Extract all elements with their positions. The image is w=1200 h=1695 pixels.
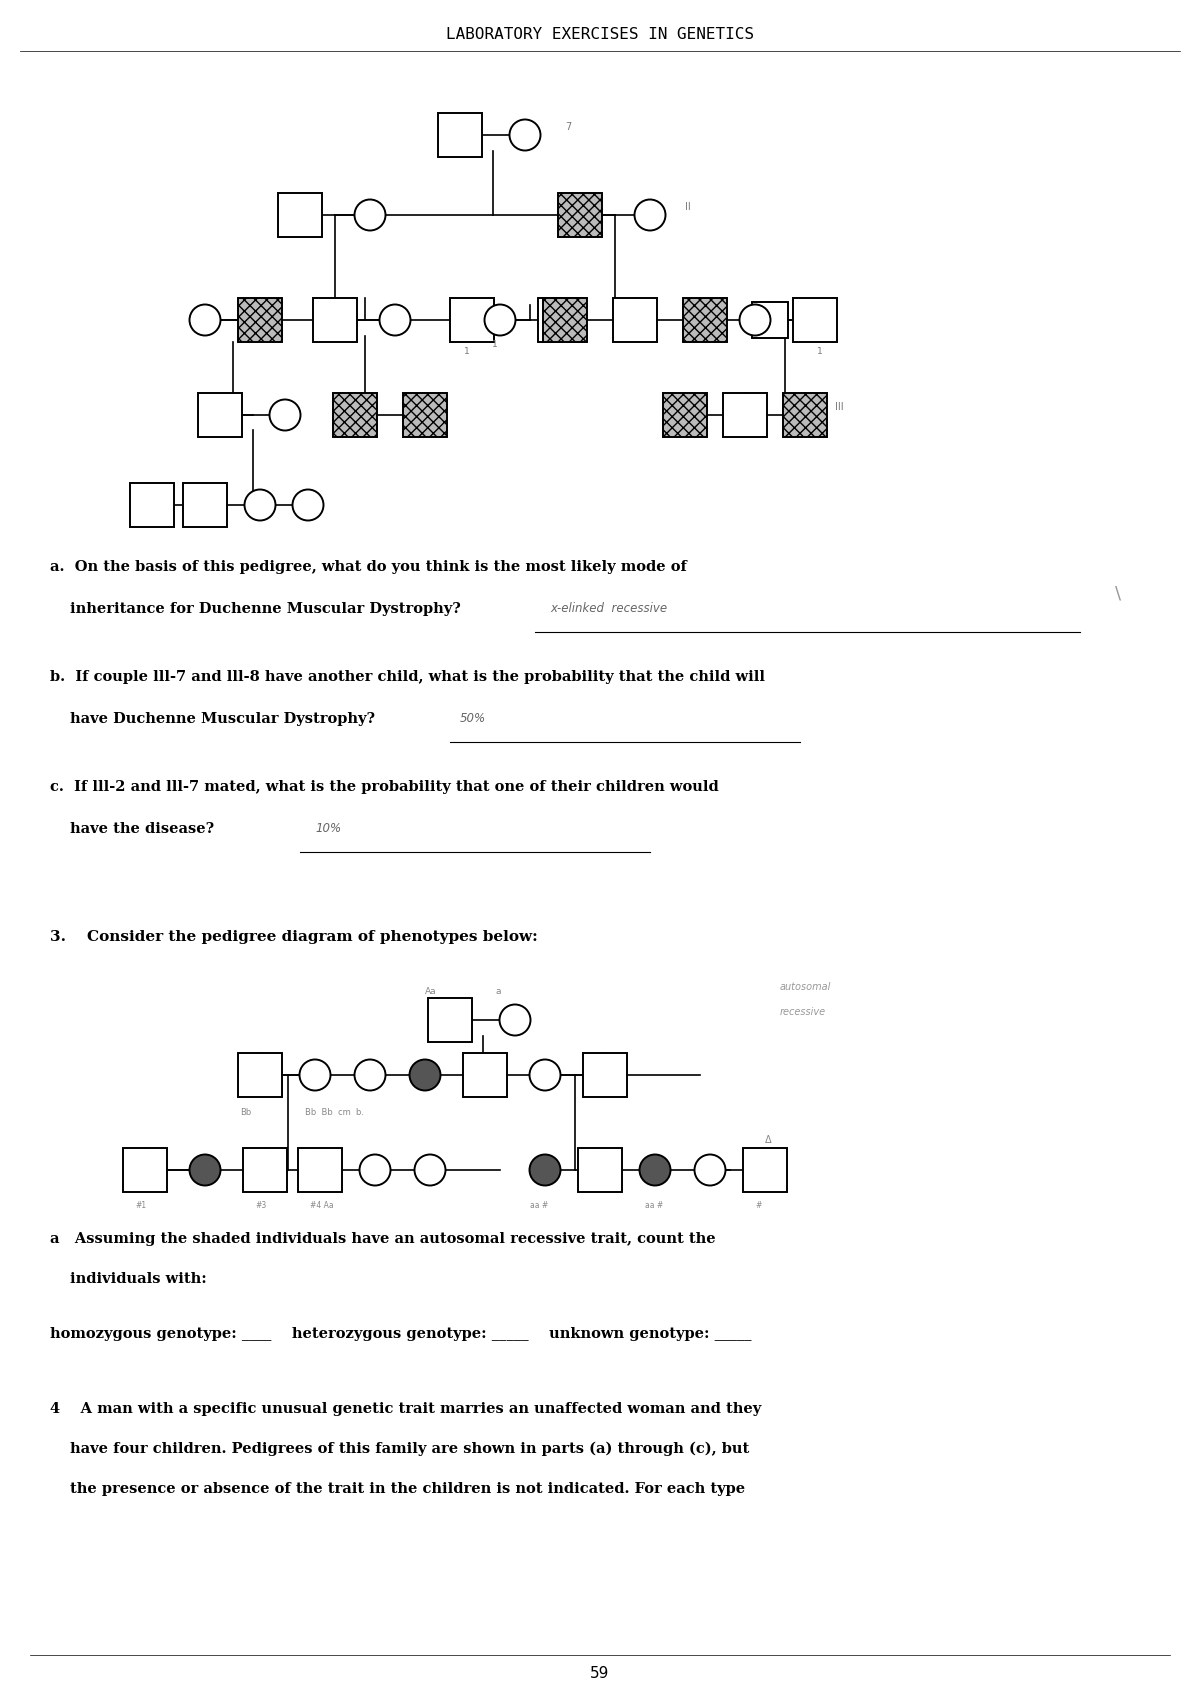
Text: Δ: Δ [766,1136,772,1146]
Text: the presence or absence of the trait in the children is not indicated. For each : the presence or absence of the trait in … [70,1481,745,1497]
Bar [538,298,582,342]
Text: autosomal: autosomal [780,981,832,992]
Text: LABORATORY EXERCISES IN GENETICS: LABORATORY EXERCISES IN GENETICS [446,27,754,42]
Text: 1: 1 [464,347,470,356]
Text: 59: 59 [590,1666,610,1680]
Text: 1: 1 [492,341,498,349]
Bar [238,298,282,342]
Bar [238,298,282,342]
Circle shape [379,305,410,336]
Text: c.  If lll-2 and lll-7 mated, what is the probability that one of their children: c. If lll-2 and lll-7 mated, what is the… [50,780,719,793]
Circle shape [414,1154,445,1185]
Circle shape [190,305,221,336]
Bar [198,393,242,437]
Bar [242,1148,287,1192]
Bar [578,1148,622,1192]
Text: #: # [755,1200,761,1210]
Text: #3: #3 [254,1200,266,1210]
Circle shape [245,490,276,520]
Text: individuals with:: individuals with: [70,1271,206,1287]
Circle shape [739,305,770,336]
Bar [332,393,377,437]
Bar [752,302,788,337]
Text: #1: #1 [134,1200,146,1210]
Bar [130,483,174,527]
Circle shape [360,1154,390,1185]
Bar [463,1053,508,1097]
Bar [683,298,727,342]
Bar [298,1148,342,1192]
Bar [793,298,838,342]
Bar [403,393,448,437]
Circle shape [510,120,540,151]
Text: aa #: aa # [646,1200,664,1210]
Text: 3.    Consider the pedigree diagram of phenotypes below:: 3. Consider the pedigree diagram of phen… [50,931,538,944]
Text: 10%: 10% [314,822,341,836]
Circle shape [695,1154,726,1185]
Text: 50%: 50% [460,712,486,725]
Text: have the disease?: have the disease? [70,822,214,836]
Text: 4    A man with a specific unusual genetic trait marries an unaffected woman and: 4 A man with a specific unusual genetic … [50,1402,761,1415]
Text: a: a [496,986,500,997]
Bar [438,114,482,158]
Bar [662,393,707,437]
Circle shape [293,490,324,520]
Bar [182,483,227,527]
Bar [722,393,767,437]
Text: #4 Aa: #4 Aa [310,1200,334,1210]
Text: a.  On the basis of this pedigree, what do you think is the most likely mode of: a. On the basis of this pedigree, what d… [50,559,686,575]
Text: \: \ [1115,585,1121,603]
Bar [743,1148,787,1192]
Bar [544,298,587,342]
Circle shape [635,200,666,231]
Circle shape [270,400,300,431]
Bar [613,298,658,342]
Bar [558,193,602,237]
Text: Aa: Aa [425,986,437,997]
Bar [403,393,448,437]
Text: x-elinked  recessive: x-elinked recessive [550,602,667,615]
Text: 7: 7 [565,122,571,132]
Text: aa #: aa # [530,1200,548,1210]
Text: recessive: recessive [780,1007,826,1017]
Text: 1: 1 [817,347,823,356]
Circle shape [354,200,385,231]
Circle shape [409,1059,440,1090]
Text: inheritance for Duchenne Muscular Dystrophy?: inheritance for Duchenne Muscular Dystro… [70,602,461,615]
Circle shape [190,1154,221,1185]
Text: homozygous genotype: ____    heterozygous genotype: _____    unknown genotype: _: homozygous genotype: ____ heterozygous g… [50,1327,751,1341]
Bar [544,298,587,342]
Text: have four children. Pedigrees of this family are shown in parts (a) through (c),: have four children. Pedigrees of this fa… [70,1442,749,1456]
Circle shape [640,1154,671,1185]
Bar [558,193,602,237]
Bar [278,193,322,237]
Text: II: II [685,202,691,212]
Circle shape [300,1059,330,1090]
Bar [683,298,727,342]
Bar [583,1053,628,1097]
Circle shape [529,1059,560,1090]
Circle shape [485,305,516,336]
Text: a   Assuming the shaded individuals have an autosomal recessive trait, count the: a Assuming the shaded individuals have a… [50,1232,715,1246]
Text: Bb  Bb  cm  b.: Bb Bb cm b. [305,1109,364,1117]
Text: have Duchenne Muscular Dystrophy?: have Duchenne Muscular Dystrophy? [70,712,374,725]
Circle shape [529,1154,560,1185]
Bar [124,1148,167,1192]
Bar [332,393,377,437]
Text: b.  If couple lll-7 and lll-8 have another child, what is the probability that t: b. If couple lll-7 and lll-8 have anothe… [50,670,766,685]
Bar [313,298,358,342]
Bar [238,1053,282,1097]
Bar [784,393,827,437]
Circle shape [354,1059,385,1090]
Bar [428,998,472,1042]
Bar [450,298,494,342]
Circle shape [499,1005,530,1036]
Text: Bb: Bb [240,1109,251,1117]
Text: III: III [820,307,829,317]
Text: III: III [835,402,844,412]
Bar [662,393,707,437]
Bar [784,393,827,437]
